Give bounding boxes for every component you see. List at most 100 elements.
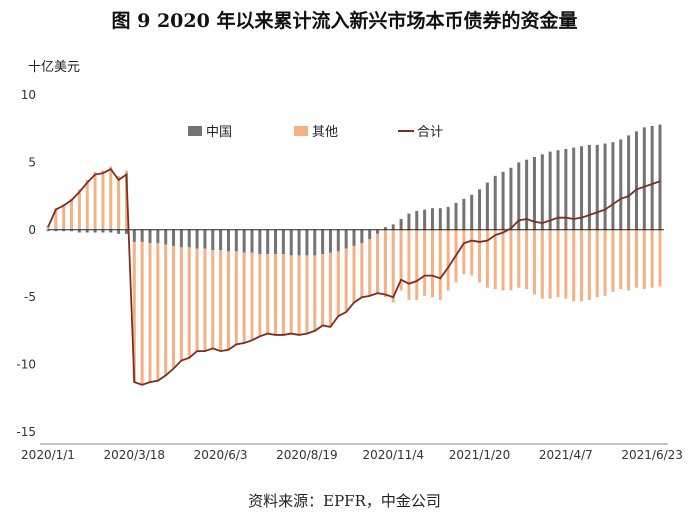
bar-china [493, 175, 497, 230]
bar-other [548, 229, 552, 299]
bar-china [321, 229, 325, 255]
bar-china [93, 229, 97, 233]
bar-other [93, 171, 97, 230]
bar-china [438, 208, 442, 230]
bar-other [274, 254, 278, 335]
bar-other [250, 252, 254, 341]
bar-china [407, 213, 411, 230]
bar-china [179, 229, 183, 248]
bar-other [54, 208, 58, 230]
bar-china [101, 229, 105, 233]
bar-other [140, 241, 144, 385]
bar-other [132, 241, 136, 383]
bar-china [140, 229, 144, 242]
bar-china [313, 229, 317, 256]
bar-china [54, 229, 58, 232]
bar-other [485, 229, 489, 288]
bar-china [415, 210, 419, 230]
bar-china [344, 229, 348, 249]
y-tick-label: -15 [16, 425, 36, 439]
bar-other [203, 248, 207, 352]
bar-other [627, 229, 631, 291]
y-tick-label: -10 [16, 358, 36, 372]
bar-other [603, 229, 607, 296]
legend-swatch-other [294, 126, 308, 136]
bar-china [611, 142, 615, 230]
bar-other [430, 229, 434, 298]
bar-other [438, 229, 442, 300]
y-tick-label: -5 [24, 290, 36, 304]
x-tick-label: 2020/11/4 [362, 448, 424, 462]
bar-other [46, 225, 50, 230]
bar-other [462, 229, 466, 275]
x-tick-label: 2020/3/18 [104, 448, 166, 462]
bar-other [117, 175, 121, 230]
x-tick-label: 2021/1/20 [449, 448, 511, 462]
bar-other [321, 254, 325, 326]
bar-other [525, 229, 529, 290]
bar-china [211, 229, 215, 251]
bar-other [580, 229, 584, 302]
bar-china [258, 229, 262, 255]
bar-other [85, 179, 89, 230]
bar-other [258, 254, 262, 337]
bar-china [46, 229, 50, 232]
bar-china [156, 229, 160, 244]
bar-other [179, 247, 183, 361]
bar-other [313, 255, 317, 331]
bar-other [360, 243, 364, 298]
bar-china [383, 227, 387, 230]
bar-china [281, 229, 285, 255]
bar-china [430, 208, 434, 230]
y-tick-label: 5 [28, 155, 36, 169]
bar-china [274, 229, 278, 255]
bar-other [650, 229, 654, 288]
bar-other [517, 229, 521, 288]
bar-china [187, 229, 191, 248]
bar-china [572, 147, 576, 230]
bar-other [289, 255, 293, 334]
bar-china [485, 182, 489, 230]
bar-other [532, 229, 536, 295]
bar-china [564, 148, 568, 230]
bar-china [532, 157, 536, 230]
bar-china [124, 229, 128, 234]
bar-china [266, 229, 270, 255]
bar-china [132, 229, 136, 242]
bar-other [509, 229, 513, 291]
legend-label-other: 其他 [312, 125, 338, 140]
bar-china [376, 229, 380, 234]
bar-other [164, 244, 168, 376]
bar-china [328, 229, 332, 253]
bar-china [517, 162, 521, 230]
bar-china [556, 150, 560, 230]
bar-other [611, 229, 615, 292]
bar-other [211, 250, 215, 349]
bar-other [344, 248, 348, 313]
bar-other [415, 229, 419, 300]
bar-other [336, 251, 340, 317]
legend-swatch-china [188, 126, 202, 136]
bar-china [525, 159, 529, 230]
bar-other [148, 243, 152, 383]
bar-other [219, 250, 223, 352]
bar-china [109, 229, 113, 233]
bar-china [62, 229, 66, 232]
bar-other [352, 245, 356, 303]
bar-china [650, 126, 654, 230]
bar-other [556, 229, 560, 298]
bar-other [478, 229, 482, 283]
bar-other [101, 170, 105, 230]
bar-other [195, 248, 199, 352]
bar-china [501, 171, 505, 230]
bar-china [305, 229, 309, 256]
bar-china [250, 229, 254, 253]
bar-other [234, 251, 238, 345]
bar-china [446, 206, 450, 230]
bar-china [336, 229, 340, 252]
bar-china [242, 229, 246, 253]
bar-other [77, 189, 81, 230]
x-tick-label: 2021/6/23 [621, 448, 683, 462]
bar-other [595, 229, 599, 298]
